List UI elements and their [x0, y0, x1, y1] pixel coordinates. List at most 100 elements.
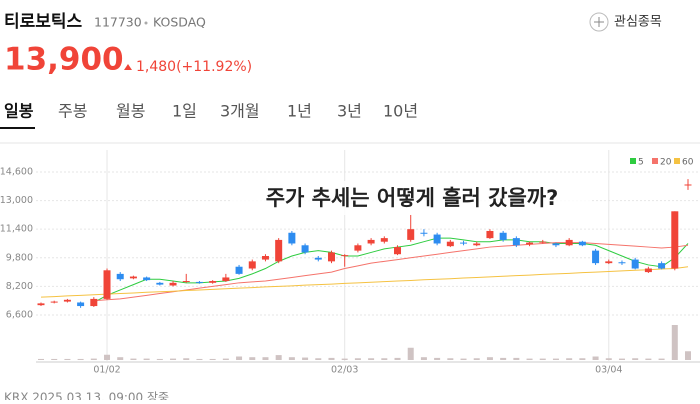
volume-bar [262, 357, 269, 360]
volume-bar [156, 358, 163, 360]
candle-body [341, 255, 349, 257]
tab[interactable]: 1일 [172, 102, 197, 121]
legend-label: 20 [660, 158, 672, 168]
candle-body [605, 261, 613, 264]
candle-body [526, 242, 534, 245]
tabs: 일봉 주봉 월봉 1일 3개월 1년 3년 10년 [4, 102, 418, 121]
volume-bar [645, 358, 652, 360]
volume-bar [394, 357, 401, 360]
plus-sign [594, 17, 604, 27]
candle-body [644, 268, 652, 273]
volume-bar [117, 357, 124, 360]
volume-bar [77, 358, 84, 360]
candle-body [552, 243, 560, 246]
tab[interactable]: 주봉 [58, 102, 87, 121]
tab[interactable]: 월봉 [116, 102, 145, 121]
volume-bar [658, 358, 665, 360]
price-change: 1,480(+11.92%) [136, 59, 252, 75]
volume-bar [354, 358, 361, 360]
moving-average [93, 237, 689, 303]
watch-label: 관심종목 [614, 15, 662, 30]
candle-body [367, 239, 375, 244]
candle-body [684, 184, 692, 186]
watch-button[interactable]: 관심종목 [589, 12, 662, 32]
candle-body [473, 243, 481, 246]
candle-body [394, 247, 402, 255]
volume-bar [420, 357, 427, 360]
candle-body [169, 282, 177, 286]
candle-body [512, 238, 520, 246]
footer: KRX 2025.03.13. 09:00 장중 [4, 391, 169, 401]
y-tick-label: 13,000 [0, 195, 33, 206]
volume-bar [579, 358, 586, 360]
y-tick-label: 11,400 [0, 224, 33, 235]
caption-box [232, 181, 592, 215]
volume-bar [104, 354, 111, 360]
up-arrow [124, 64, 132, 70]
volume-bar [500, 357, 507, 360]
candle-body [407, 229, 415, 240]
candle-body [156, 282, 164, 285]
volume-bar [605, 358, 612, 360]
volume-bar [209, 358, 216, 360]
moving-average [93, 242, 689, 302]
volume-bar [64, 358, 71, 360]
candle-body [143, 277, 151, 281]
candle-body [288, 232, 296, 244]
tab[interactable]: 3년 [337, 102, 362, 121]
candle-body [499, 232, 507, 240]
volume-bar [90, 358, 97, 360]
volume-bar [302, 357, 309, 360]
candle-body [103, 270, 111, 299]
volume-bar [539, 358, 546, 360]
volume-bar [381, 358, 388, 360]
volume-bar [288, 357, 295, 360]
volume-bar [315, 358, 322, 360]
tab[interactable]: 일봉 [4, 102, 34, 121]
candle-body [50, 301, 58, 303]
volume-bar [460, 358, 467, 360]
candle-body [77, 302, 85, 307]
volume-bar [183, 358, 190, 360]
tab[interactable]: 1년 [287, 102, 312, 121]
candle-body [261, 256, 269, 260]
x-tick-label: 01/02 [93, 365, 120, 376]
candle-body [592, 250, 600, 264]
candle-body [631, 259, 639, 269]
candle-body [63, 299, 71, 302]
volume-bar [486, 357, 493, 360]
candle-body [314, 257, 322, 260]
candle-body [460, 242, 468, 244]
candle-body [486, 230, 494, 239]
candle-body [195, 281, 203, 283]
x-tick-label: 03/04 [595, 365, 622, 376]
candle-body [248, 261, 256, 269]
candle-body [420, 232, 428, 234]
price: 13,900 [4, 42, 124, 78]
candle-body [37, 303, 45, 306]
legend-swatch [674, 158, 680, 164]
y-tick-label: 14,600 [0, 166, 33, 177]
legend-label: 60 [682, 158, 694, 168]
volume-bar [275, 355, 282, 360]
candle-body [618, 262, 626, 264]
y-tick-label: 8,200 [6, 281, 33, 292]
tab[interactable]: 10년 [383, 102, 418, 121]
candle-body [275, 239, 283, 262]
candle-body [182, 281, 190, 283]
candle-body [671, 211, 679, 269]
tab[interactable]: 3개월 [220, 102, 260, 121]
volume-bar [618, 358, 625, 360]
candle-body [433, 234, 441, 244]
volume-bar [632, 358, 639, 360]
y-tick-label: 6,600 [6, 309, 33, 320]
volume-bar [236, 356, 243, 360]
volume-bar [685, 351, 691, 360]
volume-bar [592, 356, 599, 360]
volume-bar [170, 358, 177, 360]
volume-bar [222, 358, 229, 360]
candle-body [380, 238, 388, 242]
volume-bar [526, 358, 533, 360]
candle-body [658, 263, 666, 269]
